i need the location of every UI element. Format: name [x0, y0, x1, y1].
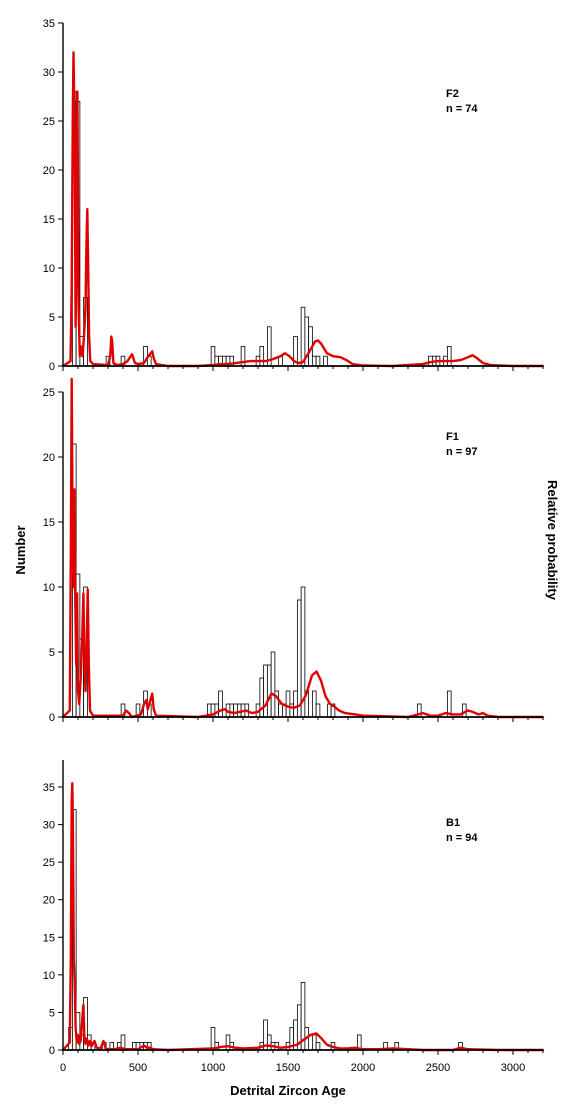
- y-tick-label: 5: [49, 647, 55, 659]
- y-tick-label: 30: [43, 67, 55, 79]
- histogram-bar: [446, 345, 452, 367]
- y-tick-label: 5: [49, 312, 55, 324]
- y-tick-label: 5: [49, 1007, 55, 1019]
- histogram-bar: [311, 355, 317, 367]
- y-tick-label: 25: [43, 857, 55, 869]
- y-tick-label: 0: [49, 712, 55, 724]
- histogram-bar: [218, 690, 223, 718]
- y-tick-label: 20: [43, 452, 55, 464]
- histogram-bar: [285, 690, 291, 718]
- histogram-bar: [278, 703, 283, 718]
- x-tick-label: 0: [60, 1062, 66, 1074]
- histogram-bar: [326, 703, 332, 718]
- x-tick-label: 2000: [351, 1062, 375, 1074]
- panel-b1: 0 5 10 15 20 25 30 35 B1 n = 94: [43, 760, 545, 1057]
- histogram-bar: [315, 355, 321, 367]
- probability-curve: [61, 782, 545, 1052]
- y-tick-label: 0: [49, 1045, 55, 1057]
- histogram-bar: [229, 703, 235, 718]
- y-tick-label: 15: [43, 214, 55, 226]
- histogram-bar: [266, 664, 272, 718]
- histogram-bar: [210, 1027, 216, 1051]
- y-tick-label: 15: [43, 517, 55, 529]
- y-tick-label: 10: [43, 970, 55, 982]
- y-axis-title: Number: [13, 525, 28, 574]
- histogram-bar: [315, 1042, 321, 1051]
- panel-name: B1: [446, 817, 460, 829]
- panel-name: F1: [446, 431, 459, 443]
- x-tick-label: 1500: [276, 1062, 300, 1074]
- histogram-bar: [323, 355, 328, 367]
- histogram-bar: [315, 703, 321, 718]
- y-tick-label: 25: [43, 116, 55, 128]
- x-tick-label: 3000: [501, 1062, 525, 1074]
- histogram-bar: [293, 690, 298, 718]
- y-tick-label: 20: [43, 165, 55, 177]
- y-tick-label: 10: [43, 263, 55, 275]
- panel-f2: 0 5 10 15 20 25 30 35 F2 n = 74: [43, 18, 545, 373]
- y-tick-label: 35: [43, 782, 55, 794]
- x-axis-tick-labels: 0 500 1000 1500 2000 2500 3000: [60, 1062, 525, 1074]
- histogram-bar: [270, 651, 276, 718]
- y-tick-label: 10: [43, 582, 55, 594]
- panel-f1: 0 5 10 15 20 25 F1 n = 97: [43, 377, 545, 724]
- panel-n-label: n = 74: [446, 103, 478, 115]
- y-tick-label: 25: [43, 387, 55, 399]
- x-axis-title: Detrital Zircon Age: [230, 1083, 346, 1098]
- chart-panels: 0 5 10 15 20 25 30 35 F2 n = 74 0 5 10 15 20 25 F1 n = 97…: [43, 18, 545, 1057]
- histogram-bar: [210, 345, 216, 367]
- histogram-bar: [266, 1034, 272, 1051]
- y-tick-label: 20: [43, 895, 55, 907]
- y-tick-label: 0: [49, 361, 55, 373]
- histogram-bar: [311, 690, 317, 718]
- y-tick-label: 35: [43, 18, 55, 30]
- x-tick-label: 500: [129, 1062, 147, 1074]
- y2-axis-title: Relative probability: [545, 480, 560, 601]
- panel-name: F2: [446, 88, 459, 100]
- probability-curve: [61, 377, 545, 719]
- histogram-bar: [233, 703, 238, 718]
- histogram-bar: [300, 306, 306, 367]
- x-tick-label: 2500: [426, 1062, 450, 1074]
- histogram-bar: [296, 599, 302, 718]
- panel-n-label: n = 97: [446, 446, 478, 458]
- panel-n-label: n = 94: [446, 832, 478, 844]
- histogram-bar: [259, 345, 265, 367]
- histogram-bar: [225, 1034, 231, 1051]
- y-tick-label: 15: [43, 932, 55, 944]
- x-tick-label: 1000: [201, 1062, 225, 1074]
- histogram-bar: [263, 664, 268, 718]
- y-tick-label: 30: [43, 820, 55, 832]
- histogram-bar: [311, 1034, 317, 1051]
